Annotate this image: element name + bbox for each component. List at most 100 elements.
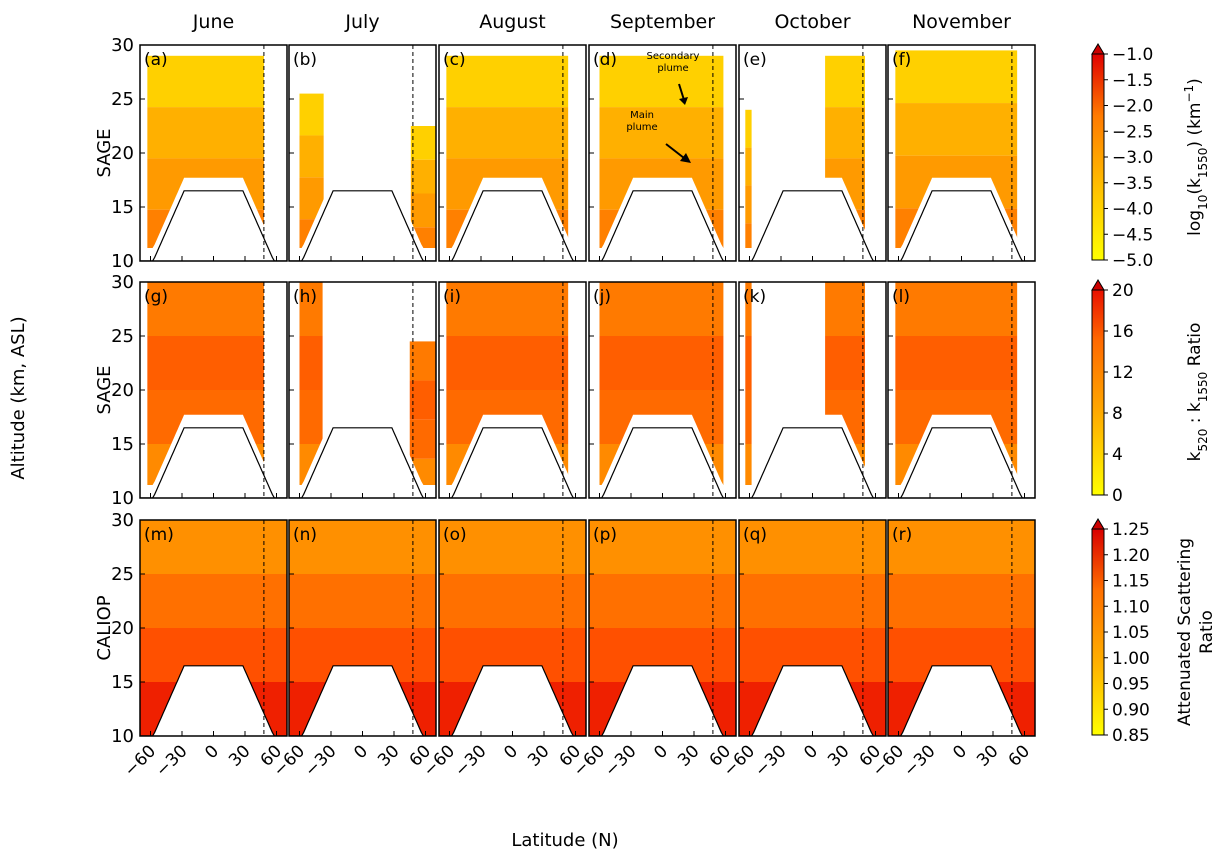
x-tick-label: −30 — [751, 741, 791, 781]
panel-label: (n) — [293, 525, 317, 545]
colorbar-extend-arrow — [1091, 279, 1105, 291]
field-layer — [888, 574, 1035, 628]
field-layer — [739, 574, 886, 628]
panel-label: (o) — [443, 525, 467, 545]
tropopause-line — [589, 665, 736, 736]
tropopause-line — [289, 190, 436, 261]
month-title-june: June — [192, 11, 234, 33]
panel-p: (p)−60−30 0 30 60 — [570, 519, 737, 781]
instrument-label: CALIOP — [94, 595, 115, 660]
instrument-label: SAGE — [94, 128, 115, 177]
colorbar-tick-label: 0.90 — [1112, 700, 1150, 720]
panel-label: (p) — [593, 525, 617, 545]
below-tropopause-mask — [289, 177, 436, 261]
tropopause-line — [140, 427, 287, 498]
colorbar-1: −1.0 −1.5 −2.0 −2.5 −3.0 −3.5 −4.0 −4.5 −5.0 — [1091, 43, 1153, 271]
field-layer — [410, 159, 436, 194]
x-tick-label: 0 — [650, 741, 672, 763]
tropopause-line — [439, 190, 586, 261]
field-layer — [147, 55, 264, 108]
tropopause-line — [289, 665, 436, 736]
x-tick-label: 0 — [500, 741, 522, 763]
colorbar-3: 1.25 1.20 1.15 1.10 1.05 1.00 0.95 0.90 0.85 — [1091, 518, 1150, 746]
colorbar-tick-label: 1.20 — [1112, 546, 1150, 566]
tropopause-line — [739, 190, 886, 261]
y-tick-label: 25 — [111, 326, 134, 347]
secondary-plume-arrow — [678, 83, 685, 101]
main-plume-arrow — [665, 143, 685, 159]
month-titles: June July August September October November — [192, 11, 1011, 33]
panel-d: (d) — [588, 44, 737, 262]
colorbar-tick-label: 4 — [1112, 445, 1123, 465]
y-axis-title: Altitude (km, ASL) — [8, 316, 29, 479]
colorbar-2-title: k520 : k1550 Ratio — [1185, 323, 1210, 462]
panel-label: (h) — [293, 287, 317, 307]
x-tick-label: 0 — [350, 741, 372, 763]
tropopause-line — [289, 427, 436, 498]
panel-h: (h) — [288, 281, 437, 499]
y-tick-label: 25 — [111, 564, 134, 585]
colorbar-1-title: log10(k1550) (km−1) — [1182, 78, 1210, 236]
y-tick-label: 20 — [111, 380, 134, 401]
panel-label: (k) — [743, 287, 766, 307]
field-layer — [589, 574, 736, 628]
y-tick-label: 15 — [111, 434, 134, 455]
panel-label: (c) — [443, 50, 466, 70]
field-layer — [299, 135, 324, 178]
field-layer — [745, 336, 752, 390]
y-tick-label: 30 — [111, 35, 134, 56]
field-layer — [299, 93, 324, 136]
field-layer — [739, 520, 886, 574]
panel-g: (g) 10 15 20 25 30 — [111, 272, 288, 509]
panel-a: (a) 10 15 20 25 30 — [111, 35, 288, 272]
y-tick-label: 20 — [111, 618, 134, 639]
field-layer — [147, 107, 264, 159]
x-tick-label: 0 — [201, 741, 223, 763]
colorbar-tick-label: 16 — [1112, 322, 1134, 342]
y-tick-label: 10 — [111, 726, 134, 747]
below-tropopause-mask — [888, 177, 1035, 261]
main-plume-label: plume — [626, 122, 657, 133]
secondary-plume-label: Secondary — [647, 51, 700, 62]
x-tick-label: 0 — [800, 741, 822, 763]
y-tick-label: 10 — [111, 488, 134, 509]
field-layer — [409, 341, 436, 381]
colorbar-extend-arrow — [1091, 43, 1105, 55]
field-layer — [745, 223, 752, 261]
tropopause-line — [739, 665, 886, 736]
x-tick-label: 0 — [949, 741, 971, 763]
field-layer — [446, 55, 569, 108]
field-layer — [599, 336, 724, 390]
month-title-november: November — [912, 11, 1011, 33]
tropopause-line — [888, 190, 1035, 261]
field-layer — [446, 282, 569, 336]
field-layer — [299, 336, 323, 390]
field-layer — [825, 107, 865, 159]
panel-r: (r)−60−30 0 30 60 — [869, 519, 1036, 781]
below-tropopause-mask — [589, 414, 736, 498]
y-tick-label: 25 — [111, 89, 134, 110]
field-layer — [745, 282, 752, 336]
panel-label: (a) — [144, 50, 168, 70]
colorbar-tick-label: 1.05 — [1112, 623, 1150, 643]
field-layer — [289, 520, 436, 574]
month-title-september: September — [610, 11, 715, 33]
field-layer — [895, 50, 1018, 104]
field-layer — [599, 107, 724, 159]
field-layer — [825, 336, 865, 390]
colorbar-extend-arrow — [1091, 518, 1105, 530]
panel-label: (j) — [593, 287, 611, 307]
colorbar-tick-label: 8 — [1112, 404, 1123, 424]
colorbar-tick-label: −3.0 — [1112, 148, 1153, 168]
colorbar-tick-label: 1.15 — [1112, 572, 1150, 592]
panel-label: (i) — [443, 287, 461, 307]
field-layer — [599, 282, 724, 336]
panel-label: (f) — [892, 50, 911, 70]
panel-label: (d) — [593, 50, 617, 70]
panel-j: (j) — [588, 281, 737, 499]
x-tick-label: −30 — [601, 741, 641, 781]
x-tick-label: 30 — [674, 741, 703, 770]
main-plume-label: Main — [630, 110, 654, 121]
